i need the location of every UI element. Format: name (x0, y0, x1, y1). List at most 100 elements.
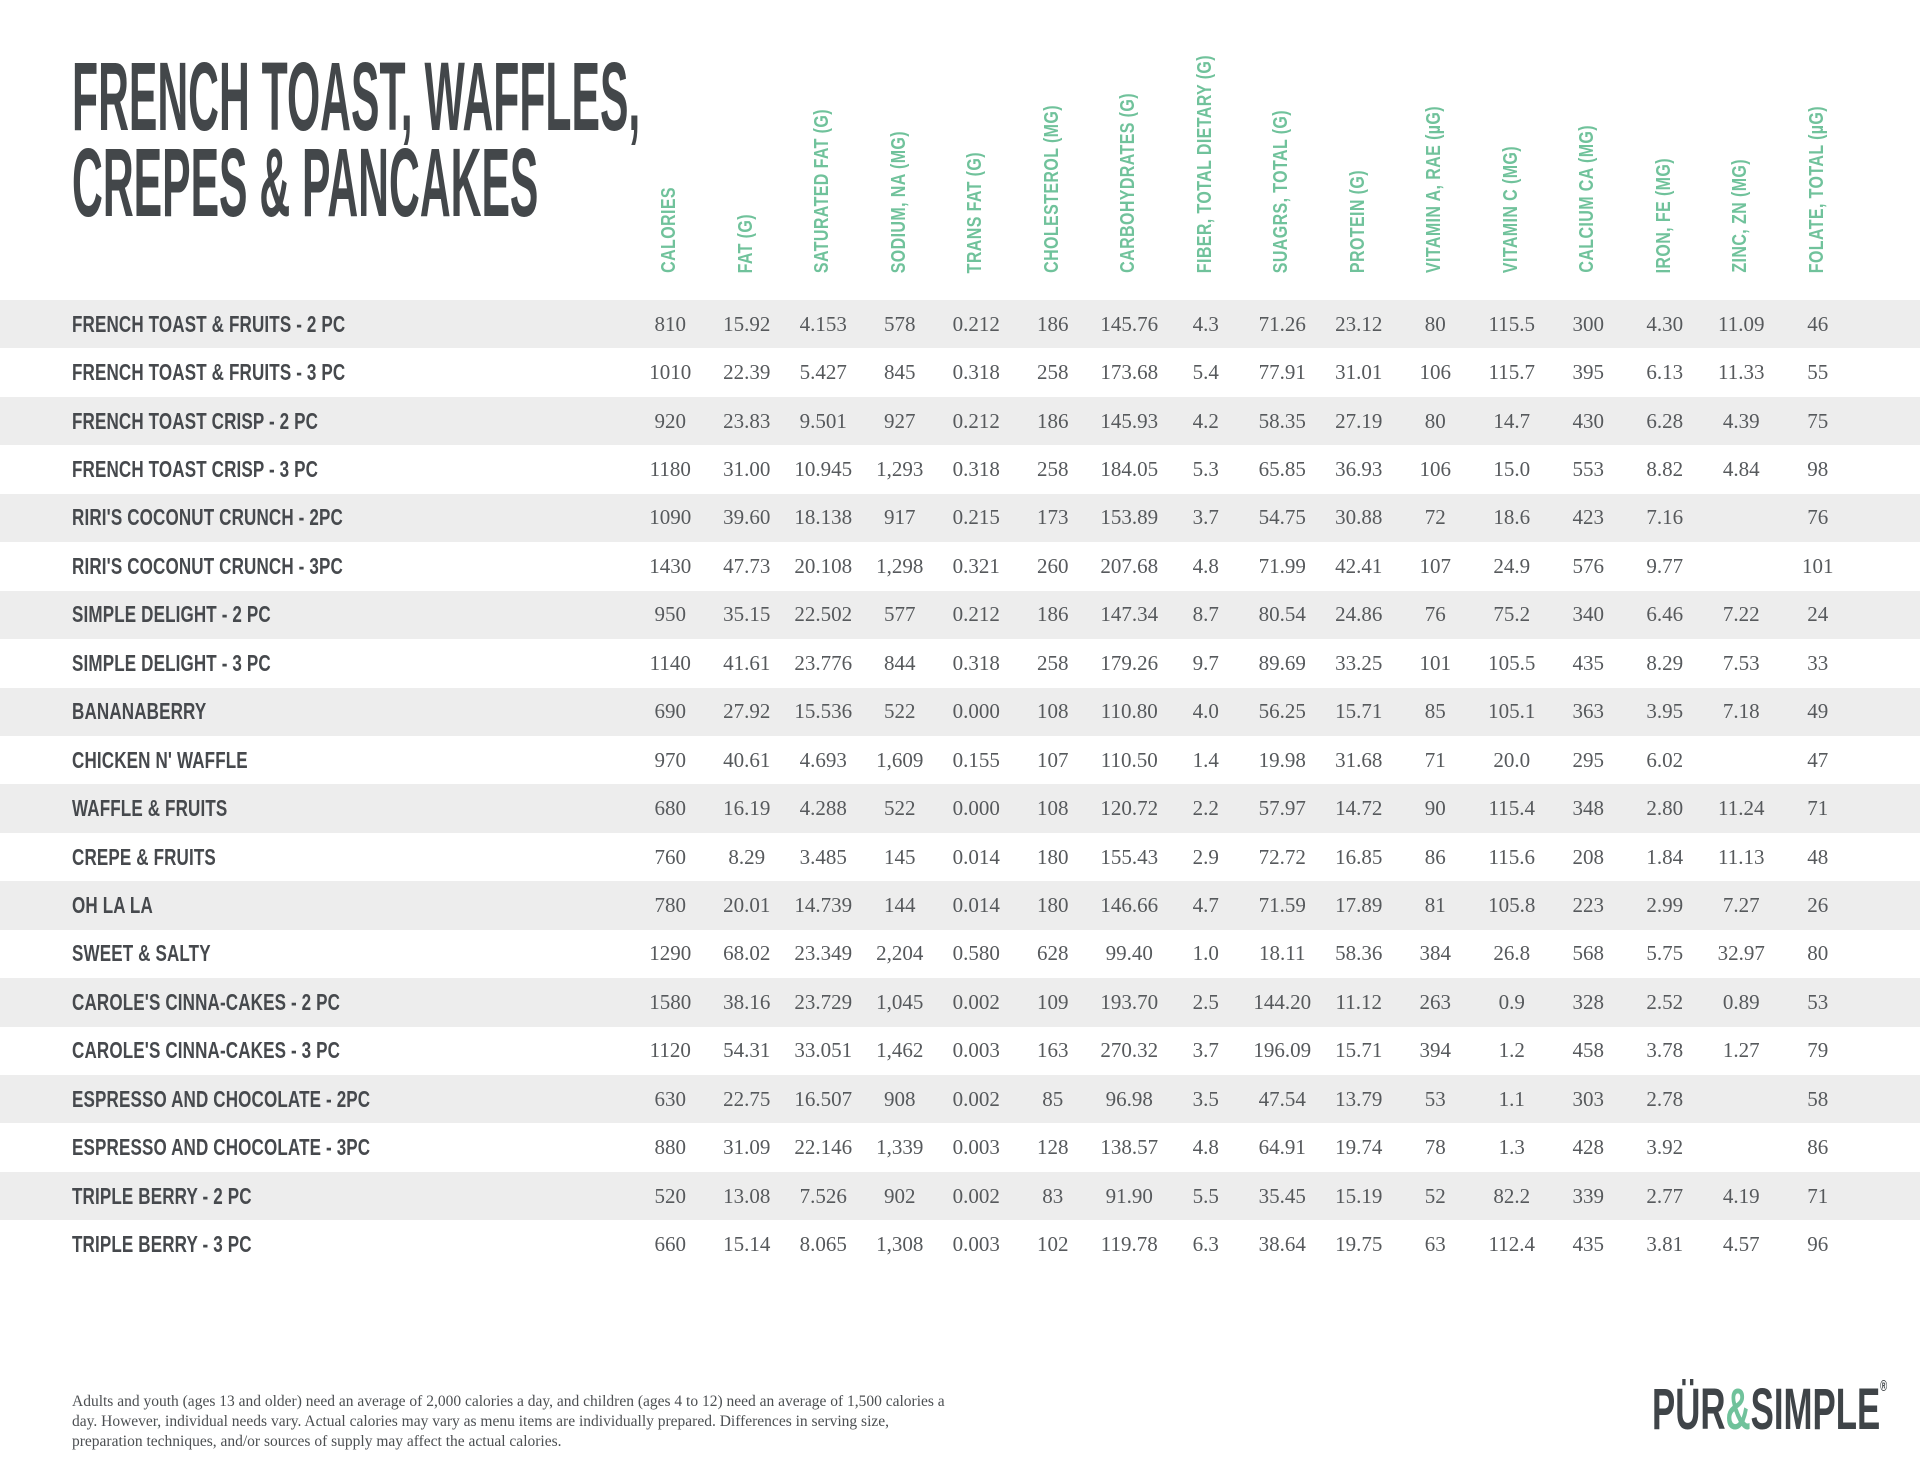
item-name: TRIPLE BERRY - 2 PC (72, 1182, 252, 1209)
value-cell-calories: 1180 (649, 457, 691, 482)
value-cell-zinc-zn-mg: 4.39 (1722, 408, 1760, 433)
value-cell-sodium-na-mg: 927 (884, 408, 916, 433)
item-name-cell: FRENCH TOAST CRISP - 2 PC (0, 397, 632, 445)
value-cell-calcium-ca-mg: 340 (1572, 602, 1605, 627)
value-cell-carbohydrates-g: 99.40 (1105, 941, 1153, 966)
value-cell-calcium-ca-mg: 430 (1572, 408, 1605, 433)
value-cell-folate-total-g: 71 (1807, 1183, 1829, 1208)
value-cell-iron-fe-mg: 8.82 (1646, 457, 1684, 482)
value-cell-fiber-total-dietary-g: 1.0 (1192, 941, 1219, 966)
column-header-label: ZINC, ZN (MG) (1729, 159, 1752, 273)
column-header-folate-total-g: FOLATE, TOTAL (µG) (1780, 0, 1857, 300)
value-cell-iron-fe-mg: 5.75 (1646, 941, 1684, 966)
page-title-line-1: FRENCH TOAST, WAFFLES, (72, 42, 641, 151)
value-cell-suagrs-total-g: 38.64 (1258, 1232, 1306, 1257)
item-name: SWEET & SALTY (72, 940, 211, 967)
value-cell-cholesterol-mg: 258 (1037, 650, 1069, 675)
value-cell-calcium-ca-mg: 303 (1572, 1086, 1605, 1111)
value-cell-folate-total-g: 86 (1807, 1135, 1829, 1160)
value-cell-iron-fe-mg: 6.46 (1646, 602, 1684, 627)
value-cell-calcium-ca-mg: 458 (1572, 1038, 1605, 1063)
item-name: ESPRESSO AND CHOCOLATE - 2PC (72, 1085, 371, 1112)
value-cell-fat-g: 16.19 (723, 796, 771, 821)
page-title: FRENCH TOAST, WAFFLES, CREPES & PANCAKES (72, 42, 1364, 231)
value-cell-folate-total-g: 79 (1807, 1038, 1829, 1063)
item-name-cell: SIMPLE DELIGHT - 2 PC (0, 591, 632, 639)
value-cell-folate-total-g: 33 (1807, 650, 1829, 675)
value-cell-fat-g: 40.61 (723, 747, 771, 772)
value-cell-protein-g: 31.01 (1335, 360, 1383, 385)
value-cell-trans-fat-g: 0.003 (952, 1135, 1000, 1160)
value-cell-zinc-zn-mg: 1.27 (1722, 1038, 1760, 1063)
value-cell-suagrs-total-g: 54.75 (1258, 505, 1306, 530)
logo-wordmark: PÜR&SIMPLE® (1652, 1358, 1887, 1439)
item-name-cell: WAFFLE & FRUITS (0, 784, 632, 832)
value-cell-zinc-zn-mg: 7.53 (1722, 650, 1760, 675)
value-cell-calories: 690 (654, 699, 687, 724)
value-cell-vitamin-a-rae-g: 63 (1424, 1232, 1446, 1257)
table-row: ESPRESSO AND CHOCOLATE - 3PC 880 31.09 22.1… (0, 1123, 1920, 1171)
value-cell-iron-fe-mg: 9.77 (1646, 553, 1684, 578)
value-cell-saturated-fat-g: 7.526 (799, 1183, 847, 1208)
value-cell-fiber-total-dietary-g: 2.2 (1192, 796, 1219, 821)
value-cell-fiber-total-dietary-g: 1.4 (1192, 747, 1219, 772)
row-filler-cell (1856, 881, 1920, 929)
row-filler-cell (1856, 445, 1920, 493)
value-cell-iron-fe-mg: 1.84 (1646, 844, 1684, 869)
value-cell-carbohydrates-g: 110.50 (1100, 747, 1158, 772)
value-cell-vitamin-a-rae-g: 394 (1419, 1038, 1452, 1063)
value-cell-fiber-total-dietary-g: 4.7 (1192, 892, 1219, 917)
value-cell-calories: 630 (654, 1086, 687, 1111)
value-cell-vitamin-a-rae-g: 78 (1424, 1135, 1446, 1160)
value-cell-calcium-ca-mg: 223 (1572, 892, 1605, 917)
value-cell-trans-fat-g: 0.014 (952, 844, 1000, 869)
value-cell-carbohydrates-g: 119.78 (1100, 1232, 1158, 1257)
item-name: RIRI'S COCONUT CRUNCH - 3PC (72, 552, 343, 579)
item-name-cell: CAROLE'S CINNA-CAKES - 3 PC (0, 1027, 632, 1075)
item-name-cell: CHICKEN N' WAFFLE (0, 736, 632, 784)
value-cell-suagrs-total-g: 144.20 (1253, 989, 1312, 1014)
value-cell-vitamin-a-rae-g: 53 (1424, 1086, 1446, 1111)
value-cell-calories: 880 (654, 1135, 687, 1160)
value-cell-sodium-na-mg: 577 (884, 602, 916, 627)
value-cell-suagrs-total-g: 71.59 (1258, 892, 1306, 917)
value-cell-calories: 1140 (649, 650, 691, 675)
value-cell-folate-total-g: 98 (1807, 457, 1829, 482)
value-cell-folate-total-g: 26 (1807, 892, 1829, 917)
item-name-cell: RIRI'S COCONUT CRUNCH - 2PC (0, 494, 632, 542)
value-cell-trans-fat-g: 0.155 (952, 747, 1000, 772)
table-row: CAROLE'S CINNA-CAKES - 3 PC 1120 54.31 33.0… (0, 1027, 1920, 1075)
value-cell-saturated-fat-g: 22.146 (794, 1135, 853, 1160)
table-row: FRENCH TOAST & FRUITS - 3 PC 1010 22.39 5.4… (0, 348, 1920, 396)
table-row: CAROLE'S CINNA-CAKES - 2 PC 1580 38.16 23.7… (0, 978, 1920, 1027)
value-cell-calcium-ca-mg: 328 (1572, 989, 1605, 1014)
value-cell-calcium-ca-mg: 363 (1572, 699, 1605, 724)
value-cell-protein-g: 33.25 (1335, 650, 1383, 675)
value-cell-zinc-zn-mg (1703, 542, 1780, 590)
value-cell-saturated-fat-g: 10.945 (794, 457, 853, 482)
value-cell-trans-fat-g: 0.318 (952, 457, 1000, 482)
value-cell-sodium-na-mg: 908 (884, 1086, 916, 1111)
item-name-cell: SIMPLE DELIGHT - 3 PC (0, 639, 632, 687)
value-cell-suagrs-total-g: 47.54 (1258, 1086, 1306, 1111)
row-filler-cell (1856, 639, 1920, 687)
item-name-cell: TRIPLE BERRY - 3 PC (0, 1220, 632, 1268)
column-header-vitamin-c-mg: VITAMIN C (MG) (1474, 0, 1551, 300)
value-cell-vitamin-a-rae-g: 80 (1424, 408, 1446, 433)
value-cell-zinc-zn-mg: 7.27 (1722, 892, 1760, 917)
value-cell-fat-g: 20.01 (723, 892, 771, 917)
value-cell-zinc-zn-mg (1703, 736, 1780, 784)
item-name: WAFFLE & FRUITS (72, 795, 228, 822)
value-cell-fiber-total-dietary-g: 5.3 (1192, 457, 1219, 482)
value-cell-vitamin-c-mg: 18.6 (1493, 505, 1531, 530)
value-cell-protein-g: 31.68 (1335, 747, 1383, 772)
value-cell-vitamin-c-mg: 24.9 (1493, 553, 1531, 578)
value-cell-saturated-fat-g: 23.729 (794, 989, 853, 1014)
value-cell-saturated-fat-g: 15.536 (794, 699, 853, 724)
value-cell-fat-g: 13.08 (723, 1183, 771, 1208)
column-header-label: VITAMIN C (MG) (1500, 145, 1522, 273)
value-cell-zinc-zn-mg: 4.19 (1722, 1183, 1760, 1208)
table-row: RIRI'S COCONUT CRUNCH - 2PC 1090 39.60 18.1… (0, 493, 1920, 543)
value-cell-zinc-zn-mg: 7.22 (1722, 602, 1760, 627)
row-filler-cell (1856, 542, 1920, 590)
